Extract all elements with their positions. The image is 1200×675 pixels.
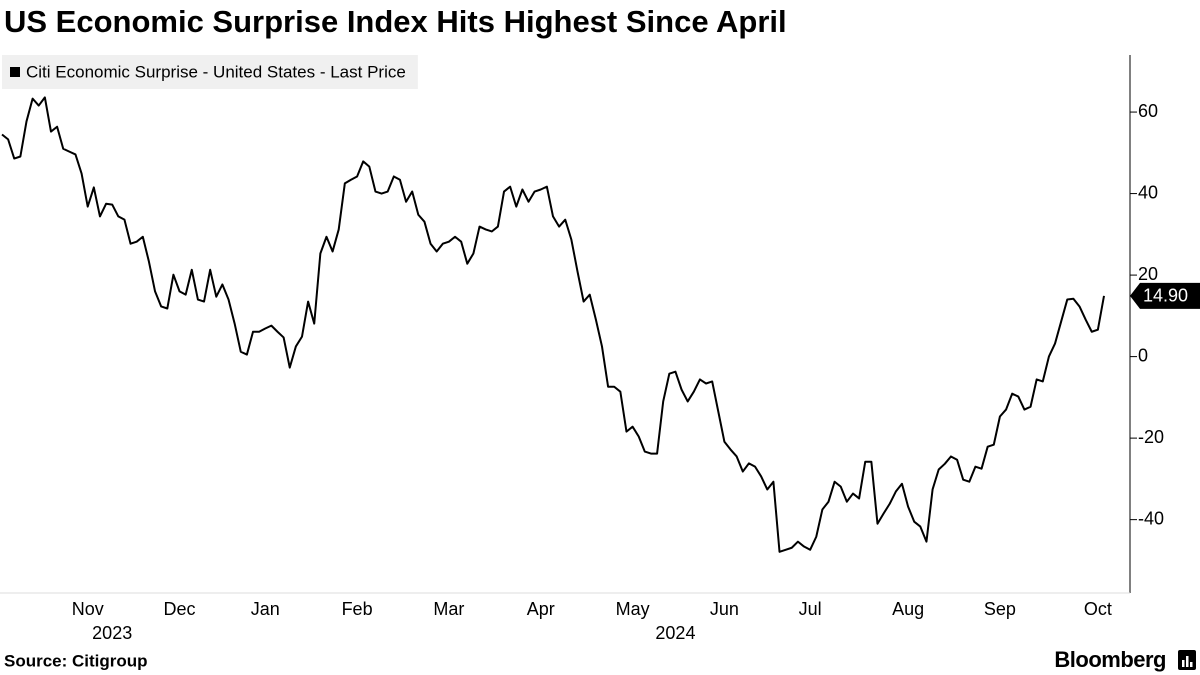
- x-tick-label: Jun: [710, 599, 739, 619]
- line-series: [1, 96, 1105, 553]
- x-tick-label: Sep: [984, 599, 1016, 619]
- x-tick-label: May: [616, 599, 650, 619]
- y-tick-label: 20: [1138, 264, 1158, 284]
- source: Source: Citigroup: [4, 651, 148, 670]
- legend-background: [2, 55, 418, 89]
- x-tick-label: Feb: [342, 599, 373, 619]
- legend-swatch: [10, 67, 20, 77]
- last-value-label: 14.90: [1143, 286, 1188, 306]
- last-value-tag: [1130, 282, 1200, 309]
- brand: Bloomberg: [1054, 647, 1166, 672]
- x-tick-label: Oct: [1084, 599, 1112, 619]
- x-tick-label: Jul: [799, 599, 822, 619]
- x-tick-label: Dec: [164, 599, 196, 619]
- chart-title: US Economic Surprise Index Hits Highest …: [4, 4, 787, 39]
- y-tick-label: 60: [1138, 101, 1158, 121]
- y-tick-label: 0: [1138, 345, 1148, 365]
- x-tick-label: Aug: [892, 599, 924, 619]
- y-tick-label: -40: [1138, 508, 1164, 528]
- legend-label: Citi Economic Surprise - United States -…: [26, 62, 406, 81]
- x-year-label: 2023: [92, 623, 132, 643]
- x-tick-label: Jan: [251, 599, 280, 619]
- x-tick-label: Nov: [72, 599, 104, 619]
- y-tick-label: 40: [1138, 182, 1158, 202]
- x-tick-label: Apr: [527, 599, 555, 619]
- legend: Citi Economic Surprise - United States -…: [2, 55, 418, 89]
- y-tick-label: -20: [1138, 427, 1164, 447]
- brand-icon: [1178, 650, 1196, 670]
- x-tick-label: Mar: [433, 599, 464, 619]
- x-year-label: 2024: [655, 623, 695, 643]
